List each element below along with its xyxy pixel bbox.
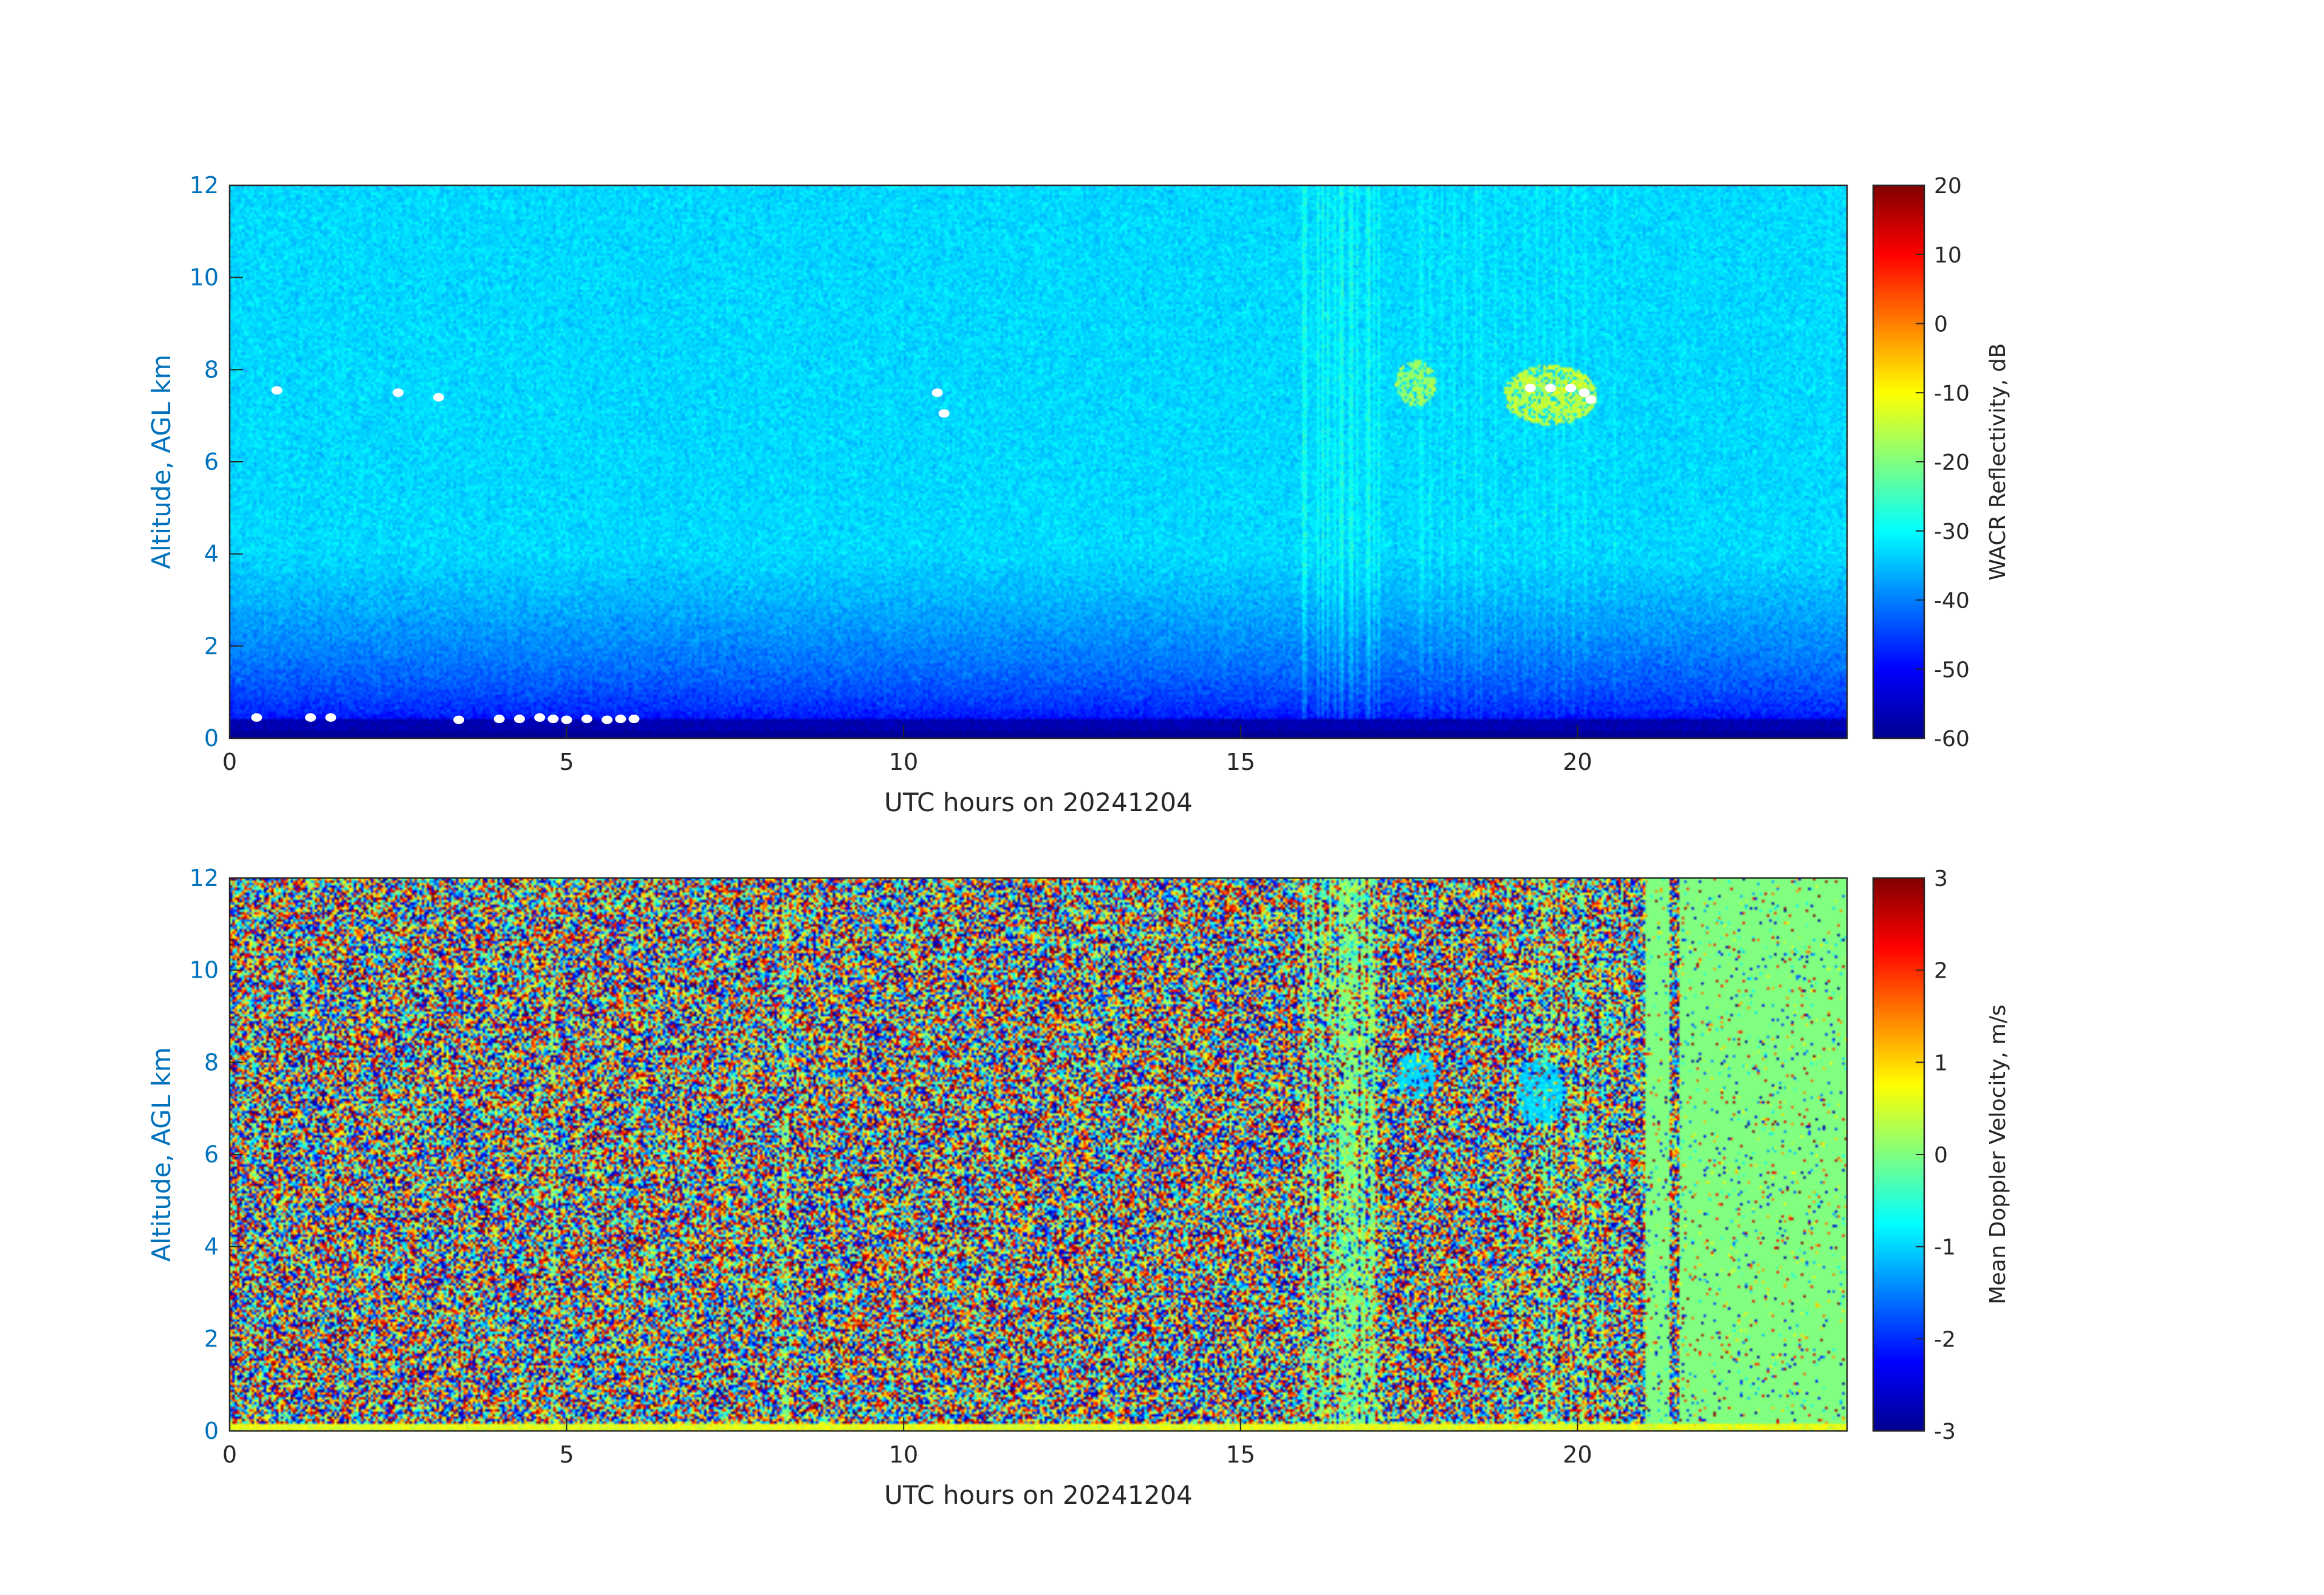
colorbar-tick-label: -2 [1934,1327,1956,1352]
white-marker [325,713,337,722]
white-marker [453,715,465,724]
colorbar-tick-label: 10 [1934,243,1962,268]
colorbar-tick-label: -20 [1934,450,1970,475]
y-tick-label: 2 [204,1325,219,1352]
colorbar-tick-label: 2 [1934,959,1948,984]
y-axis-label: Altitude, AGL km [146,1047,176,1261]
white-marker [271,386,283,395]
white-markers [251,383,1597,724]
y-axis-ticks: 0 2 4 6 8 10 12 [190,172,243,752]
white-marker [1578,388,1590,397]
white-marker [561,715,572,724]
white-marker [615,715,626,724]
colorbar-tick-label: -1 [1934,1235,1956,1260]
x-tick-label: 0 [222,1441,237,1468]
colorbar-tick-label: 0 [1934,312,1948,337]
y-tick-label: 2 [204,633,219,659]
x-axis-label: UTC hours on 20241204 [884,787,1193,817]
x-axis-label: UTC hours on 20241204 [884,1480,1193,1510]
x-tick-label: 20 [1563,1441,1592,1468]
y-axis-label: Altitude, AGL km [146,354,176,569]
white-marker [534,713,546,722]
x-tick-label: 5 [559,749,574,775]
colorbar-tick-label: -3 [1934,1419,1956,1444]
white-marker [1544,383,1556,393]
white-marker [433,393,444,402]
white-marker [1565,383,1577,393]
x-tick-label: 5 [559,1441,574,1468]
colorbar-label: Mean Doppler Velocity, m/s [1986,1004,2010,1304]
white-marker [931,388,943,397]
y-tick-label: 0 [204,1418,219,1444]
y-tick-label: 0 [204,725,219,752]
colorbar-tick-label: -50 [1934,657,1970,682]
x-tick-label: 15 [1226,749,1255,775]
colorbar-tick-label: 1 [1934,1051,1948,1075]
y-axis-ticks: 0 2 4 6 8 10 12 [190,865,243,1444]
white-marker [581,715,592,724]
y-tick-label: 4 [204,541,219,568]
white-marker [305,713,317,722]
x-axis-ticks: 0 5 10 15 20 [222,725,1592,775]
white-marker [1524,383,1536,393]
reflectivity-panel: 0 5 10 15 20 0 2 4 6 8 10 12 UTC hours on 20241204… [146,172,2010,817]
y-tick-label: 12 [190,172,219,199]
white-marker [547,715,559,724]
x-axis-ticks: 0 5 10 15 20 [222,1418,1592,1468]
white-marker [392,388,404,397]
y-tick-label: 10 [190,264,219,291]
white-marker [938,409,950,418]
colorbar-ticks: 20 10 0 -10 -20 -30 -40 -50 -60 [1916,174,1970,752]
colorbar-tick-label: 0 [1934,1143,1948,1168]
y-tick-label: 4 [204,1233,219,1260]
y-tick-label: 6 [204,1141,219,1168]
x-tick-label: 0 [222,749,237,775]
white-marker [513,715,525,724]
colorbar-tick-label: -40 [1934,589,1970,614]
x-tick-label: 20 [1563,749,1592,775]
white-marker [251,713,262,722]
x-tick-label: 15 [1226,1441,1255,1468]
y-tick-label: 10 [190,957,219,984]
y-tick-label: 6 [204,448,219,475]
colorbar-label: WACR Reflectivity, dB [1986,343,2010,581]
colorbar-tick-label: 3 [1934,866,1948,891]
colorbar-tick-label: -30 [1934,520,1970,544]
x-tick-label: 10 [889,1441,918,1468]
colorbar-tick-label: -60 [1934,727,1970,752]
white-marker [493,715,505,724]
x-tick-label: 10 [889,749,918,775]
white-marker [602,715,613,724]
y-tick-label: 8 [204,1049,219,1075]
colorbar-ticks: 3 2 1 0 -1 -2 -3 [1916,866,1956,1444]
velocity-heatmap [230,878,1847,1431]
y-tick-label: 8 [204,356,219,383]
y-tick-label: 12 [190,865,219,891]
reflectivity-heatmap [230,185,1847,738]
colorbar-tick-label: -10 [1934,381,1970,406]
colorbar-tick-label: 20 [1934,174,1962,199]
white-marker [1585,395,1597,404]
white-marker [628,715,640,724]
